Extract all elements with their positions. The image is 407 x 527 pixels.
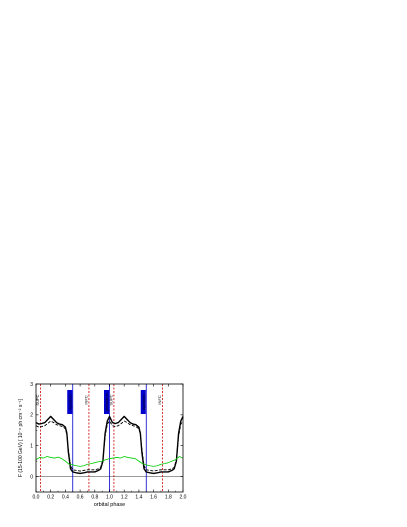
x-tick-label: 1.4 — [135, 495, 142, 501]
y-tick-label: 3 — [30, 382, 33, 388]
series-line-solid-thin — [35, 456, 184, 467]
vertical-lines-group: apastron periastron apastron SUPC INFC SUPC IN… — [35, 384, 183, 492]
series-line-solid-thick — [35, 415, 184, 475]
x-tick-label: 0.4 — [62, 495, 69, 501]
vertical-line-label: periastron — [104, 393, 109, 411]
y-tick-label: 2 — [30, 413, 33, 419]
x-tick-label: 2.0 — [180, 495, 187, 501]
x-tick-label: 1.6 — [150, 495, 157, 501]
x-axis-label: orbital phase — [94, 502, 126, 508]
vertical-line-label: SUPC — [35, 394, 40, 405]
x-tick-label: 1.8 — [165, 495, 172, 501]
y-tick-label: 1 — [30, 444, 33, 450]
ticks-group: 0.0 0.2 0.4 0.6 0.8 1.0 1.2 1.4 1.6 1.8 2.0 0 1 2 3 — [30, 382, 186, 501]
x-tick-label: 0.8 — [91, 495, 98, 501]
series-group — [35, 415, 184, 475]
vertical-line-label-box — [140, 390, 146, 414]
x-tick-label: 1.0 — [106, 495, 113, 501]
vertical-line-label: INFC — [83, 395, 88, 404]
x-tick-label: 0.0 — [33, 495, 40, 501]
series-line-dashed — [35, 420, 184, 472]
vertical-line-label-box — [67, 390, 73, 414]
x-tick-label: 0.6 — [77, 495, 84, 501]
vertical-line-label: apastron — [141, 394, 146, 410]
y-tick-label: 0 — [30, 474, 33, 480]
vertical-line-label-box — [104, 390, 109, 414]
x-tick-label: 1.2 — [121, 495, 128, 501]
vertical-line-label: apastron — [67, 394, 72, 410]
vertical-line-label: INFC — [157, 395, 162, 404]
y-axis-label: F (15-100 GeV) [ 10⁻⁸ ph cm⁻² s⁻¹] — [18, 398, 24, 477]
x-tick-label: 0.2 — [47, 495, 54, 501]
vertical-line-label: SUPC — [108, 394, 113, 405]
labels-group: orbital phase F (15-100 GeV) [ 10⁻⁸ ph c… — [18, 398, 125, 508]
